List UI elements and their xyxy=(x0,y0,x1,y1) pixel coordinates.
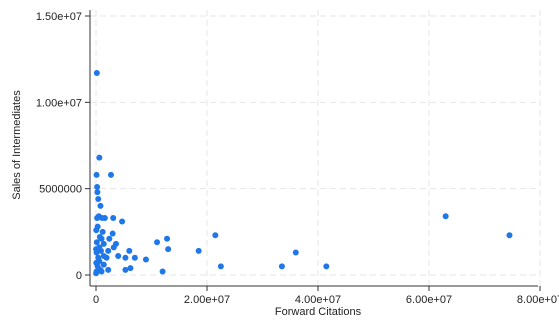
data-point xyxy=(442,213,449,220)
data-point xyxy=(159,268,166,275)
y-tick-label: 5000000 xyxy=(39,184,82,196)
data-point xyxy=(105,247,112,254)
data-point xyxy=(122,266,129,273)
data-point xyxy=(115,253,122,260)
data-point xyxy=(97,202,104,209)
data-point xyxy=(93,171,100,178)
data-point xyxy=(93,259,100,266)
data-point xyxy=(96,154,103,161)
data-point xyxy=(93,227,100,234)
data-point xyxy=(127,265,134,272)
x-tick-label: 0 xyxy=(93,294,99,306)
data-point xyxy=(506,232,513,239)
data-point xyxy=(110,215,117,222)
data-point xyxy=(107,171,114,178)
data-point xyxy=(100,240,107,247)
data-point xyxy=(94,215,101,222)
x-tick-label: 6.00e+07 xyxy=(406,294,452,306)
x-axis: 0 2.00e+07 4.00e+07 6.00e+07 8.00e+07 xyxy=(90,285,559,306)
data-point xyxy=(105,266,112,273)
x-tick-label: 2.00e+07 xyxy=(184,294,230,306)
data-point xyxy=(278,263,285,270)
data-point xyxy=(212,232,219,239)
data-point xyxy=(142,256,149,263)
y-axis: 0 5000000 1.00e+07 1.50e+07 xyxy=(36,10,91,286)
data-point xyxy=(94,189,101,196)
data-point xyxy=(122,254,129,261)
data-point xyxy=(126,247,133,254)
y-tick-label: 0 xyxy=(76,270,82,282)
data-point xyxy=(292,249,299,256)
data-point xyxy=(109,230,116,237)
data-point xyxy=(95,254,102,261)
data-point xyxy=(93,69,100,76)
data-point xyxy=(94,183,101,190)
data-point xyxy=(95,196,102,203)
data-point xyxy=(100,253,107,260)
data-point xyxy=(110,244,117,251)
data-point xyxy=(323,263,330,270)
data-point xyxy=(93,246,100,253)
data-point xyxy=(100,261,107,268)
x-tick-label: 4.00e+07 xyxy=(295,294,341,306)
data-point xyxy=(99,228,106,235)
data-point xyxy=(131,254,138,261)
data-point xyxy=(106,235,113,242)
data-point xyxy=(164,235,171,242)
data-points xyxy=(93,69,513,277)
data-point xyxy=(96,234,103,241)
y-tick-label: 1.50e+07 xyxy=(36,11,82,23)
x-tick-label: 8.00e+07 xyxy=(517,294,559,306)
y-axis-title: Sales of Intermediates xyxy=(11,90,23,200)
data-point xyxy=(217,263,224,270)
data-point xyxy=(165,246,172,253)
data-point xyxy=(154,239,161,246)
data-point xyxy=(195,247,202,254)
y-tick-label: 1.00e+07 xyxy=(36,97,82,109)
x-axis-title: Forward Citations xyxy=(275,306,362,318)
data-point xyxy=(93,239,100,246)
data-point xyxy=(119,218,126,225)
data-point xyxy=(93,270,100,277)
